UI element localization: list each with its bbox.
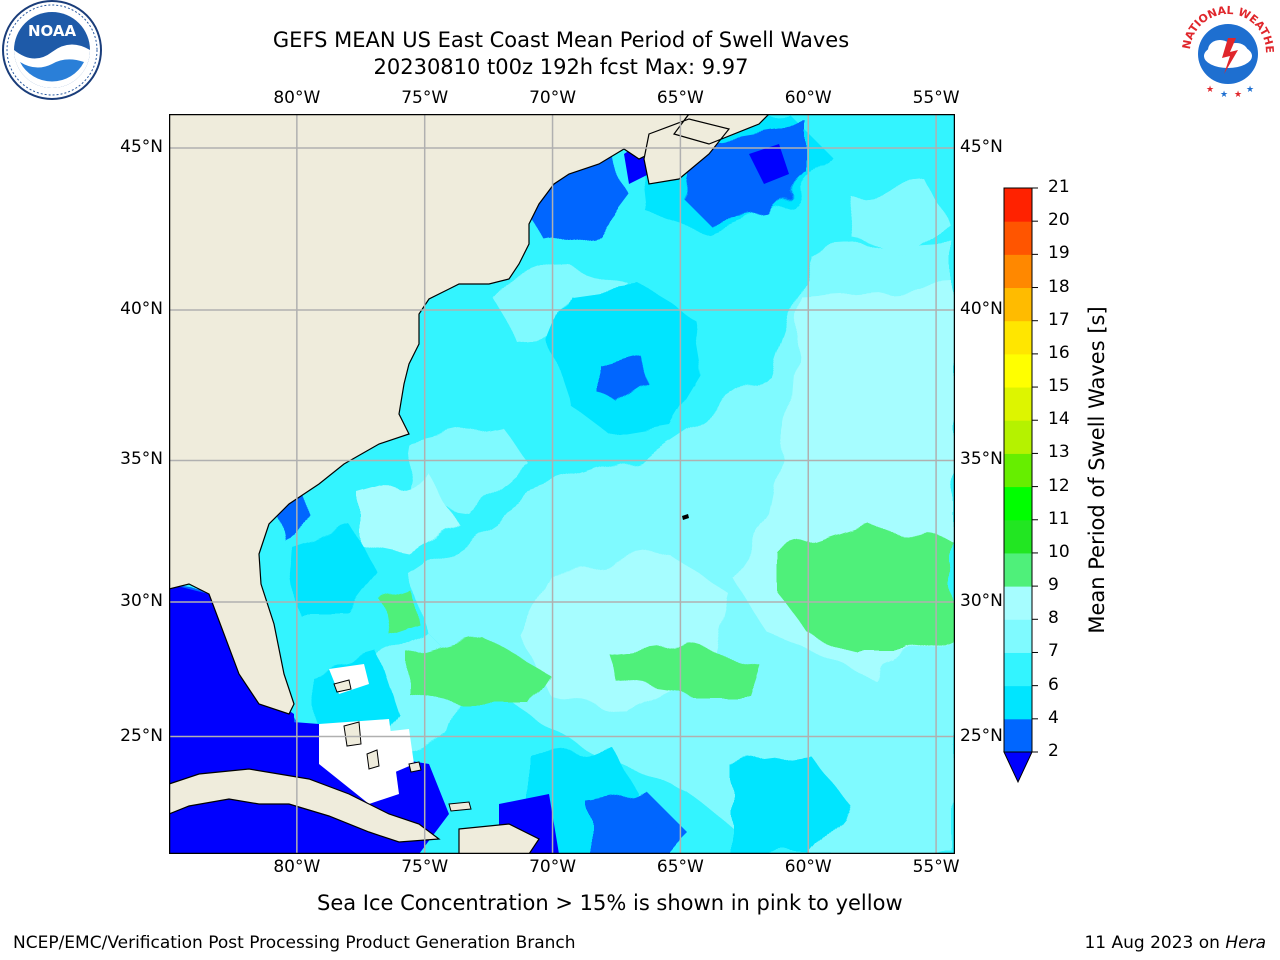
colorbar-tick-label: 10: [1048, 541, 1070, 562]
colorbar-segment: [1004, 320, 1032, 355]
chart-subtitle: 20230810 t00z 192h fcst Max: 9.97: [373, 55, 749, 79]
colorbar-segment: [1004, 652, 1032, 687]
footer-credit: NCEP/EMC/Verification Post Processing Pr…: [13, 933, 576, 953]
lat-label-right: 40°N: [960, 298, 1003, 319]
lat-label-left: 45°N: [120, 137, 163, 158]
colorbar-segment: [1004, 254, 1032, 289]
lon-label-top: 80°W: [273, 88, 321, 108]
colorbar-tick-label: 16: [1048, 342, 1070, 363]
colorbar-tick-label: 4: [1048, 707, 1059, 728]
lat-label-right: 45°N: [960, 137, 1003, 158]
colorbar-tick-label: 2: [1048, 741, 1059, 761]
colorbar-segment: [1004, 519, 1032, 554]
colorbar-segment: [1004, 287, 1032, 322]
colorbar-segment: [1004, 685, 1032, 720]
lon-label-bottom: 80°W: [273, 857, 321, 877]
graticule: [169, 114, 954, 853]
colorbar-tick-label: 19: [1048, 243, 1070, 264]
land-bermuda: [682, 514, 689, 520]
land-bahamas: [333, 679, 472, 812]
colorbar-tick-label: 21: [1048, 177, 1070, 197]
colorbar-tick-label: 6: [1048, 674, 1059, 695]
lat-label-left: 40°N: [120, 298, 163, 319]
svg-text:★: ★: [1246, 85, 1254, 95]
lat-label-left: 35°N: [120, 449, 163, 470]
lon-label-bottom: 75°W: [401, 857, 449, 877]
colorbar-segment: [1004, 221, 1032, 255]
lat-label-right: 25°N: [960, 725, 1003, 746]
wave-period-map: [169, 114, 955, 854]
colorbar-tick-label: 13: [1048, 442, 1070, 463]
colorbar-tick-label: 20: [1048, 210, 1070, 231]
lon-label-bottom: 55°W: [912, 857, 960, 877]
lat-label-right: 30°N: [960, 590, 1003, 611]
land-north-america: [169, 114, 690, 715]
colorbar-segment: [1004, 387, 1032, 421]
colorbar-tick-label: 7: [1048, 641, 1059, 662]
colorbar-tick-label: 18: [1048, 276, 1070, 297]
lon-label-top: 55°W: [912, 88, 960, 108]
svg-text:★: ★: [1206, 85, 1214, 95]
footer-host: Hera: [1225, 933, 1266, 953]
noaa-logo-text: NOAA: [28, 22, 77, 40]
land-maritimes: [643, 114, 770, 185]
land-hispaniola: [458, 823, 540, 853]
contour-9-10: [384, 524, 954, 704]
colorbar-segment: [1004, 453, 1032, 488]
colorbar-tick-label: 11: [1048, 508, 1070, 529]
svg-text:★: ★: [1234, 90, 1242, 100]
colorbar-segment: [1004, 619, 1032, 653]
colorbar-segment: [1004, 420, 1032, 454]
noaa-logo: NOAA: [2, 0, 102, 100]
colorbar-segment: [1004, 718, 1032, 753]
svg-text:★: ★: [1220, 90, 1228, 100]
land-cuba: [169, 768, 441, 843]
footer-date: 11 Aug 2023 on Hera: [1084, 933, 1266, 953]
colorbar-tick-label: 12: [1048, 475, 1070, 496]
colorbar-tick-label: 9: [1048, 575, 1059, 596]
colorbar-segment: [1004, 188, 1032, 222]
lat-label-left: 25°N: [120, 725, 163, 746]
lat-label-left: 30°N: [120, 590, 163, 611]
colorbar-segment: [1004, 353, 1032, 388]
lat-label-right: 35°N: [960, 449, 1003, 470]
nws-logo: NATIONAL WEATHER SERVICE ★ ★ ★ ★: [1176, 0, 1276, 100]
colorbar-tick-label: 14: [1048, 409, 1070, 430]
lon-label-bottom: 70°W: [529, 857, 577, 877]
colorbar-label: Mean Period of Swell Waves [s]: [1085, 306, 1109, 634]
colorbar: [1003, 187, 1038, 784]
lon-label-top: 70°W: [529, 88, 577, 108]
lon-label-top: 65°W: [656, 88, 704, 108]
chart-title: GEFS MEAN US East Coast Mean Period of S…: [272, 28, 850, 52]
footer-date-text: 11 Aug 2023 on: [1084, 933, 1226, 953]
lon-label-top: 60°W: [784, 88, 832, 108]
colorbar-segment: [1004, 486, 1032, 521]
colorbar-tick-label: 8: [1048, 608, 1059, 629]
colorbar-segment: [1004, 552, 1032, 587]
colorbar-frame: [1003, 187, 1033, 753]
colorbar-under-triangle: [1003, 751, 1033, 784]
sea-ice-note: Sea Ice Concentration > 15% is shown in …: [317, 891, 903, 915]
colorbar-tick-label: 17: [1048, 309, 1070, 330]
lon-label-bottom: 65°W: [656, 857, 704, 877]
colorbar-tick-label: 15: [1048, 376, 1070, 397]
lon-label-top: 75°W: [401, 88, 449, 108]
colorbar-segment: [1004, 586, 1032, 620]
map-frame: [169, 114, 955, 854]
lon-label-bottom: 60°W: [784, 857, 832, 877]
